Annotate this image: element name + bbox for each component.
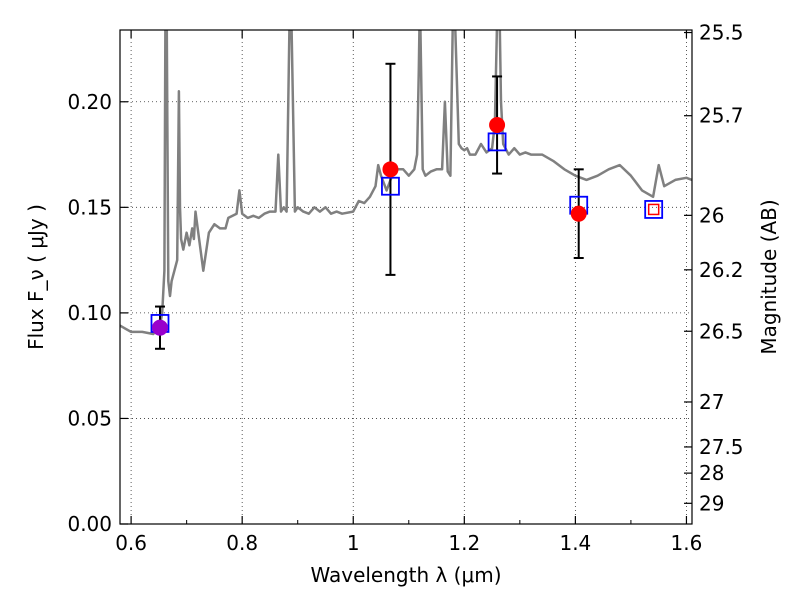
x-axis-title: Wavelength λ (μm)	[310, 563, 501, 587]
y-tick-label: 0.10	[67, 301, 112, 325]
y-tick-label: 0.15	[67, 195, 112, 219]
mag-tick-label: 26.5	[699, 319, 744, 343]
right-axis-title: Magnitude (AB)	[757, 199, 781, 354]
y-tick-label: 0.00	[67, 512, 112, 536]
x-tick-label: 1	[347, 531, 360, 555]
plot-area	[120, 30, 692, 350]
spectrum-line	[120, 30, 692, 336]
mag-tick-label: 26	[699, 203, 724, 227]
mag-tick-label: 26.2	[699, 258, 744, 282]
mag-tick-label: 25.5	[699, 21, 744, 45]
mag-tick-label: 29	[699, 491, 724, 515]
x-tick-label: 0.6	[115, 531, 147, 555]
y-axis-title: Flux F_ν ( μJy )	[24, 204, 48, 350]
observed-point	[489, 117, 506, 133]
model-point	[487, 132, 507, 152]
model-point	[381, 176, 400, 196]
observed-point	[151, 319, 168, 336]
mag-tick-label: 27	[699, 390, 724, 414]
x-tick-label: 1.2	[448, 531, 480, 555]
mag-tick-label: 25.7	[699, 104, 744, 128]
model-point	[644, 200, 664, 219]
observed-point	[382, 161, 399, 178]
observed-point	[647, 203, 660, 216]
y-tick-label: 0.05	[67, 406, 112, 430]
mag-tick-label: 28	[699, 461, 724, 485]
y-tick-label: 0.20	[67, 90, 112, 114]
observed-point	[570, 205, 587, 222]
mag-tick-label: 27.5	[699, 435, 744, 459]
x-tick-label: 0.8	[226, 531, 258, 555]
plot-frame	[119, 29, 693, 525]
axes: 0.6 0.8 1 1.2 1.4 1.6 0.00 0.05 0.10 0.15 0.20 25.5…	[67, 21, 743, 555]
x-tick-label: 1.4	[559, 531, 591, 555]
x-tick-label: 1.6	[671, 531, 703, 555]
